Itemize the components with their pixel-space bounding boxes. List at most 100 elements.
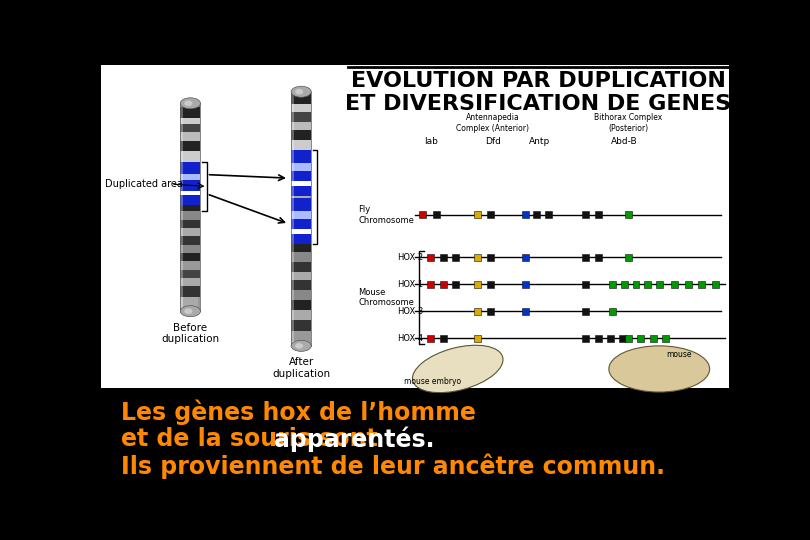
Bar (595, 212, 603, 218)
Bar (181, 191, 200, 195)
Bar (522, 281, 529, 288)
Bar (181, 245, 200, 253)
Bar (433, 212, 440, 218)
Bar (625, 254, 632, 261)
Bar (625, 335, 632, 342)
Bar (487, 281, 494, 288)
Bar (291, 252, 311, 262)
Bar (291, 92, 311, 346)
Bar (291, 150, 311, 163)
Bar (291, 272, 311, 280)
Bar (181, 161, 200, 174)
Bar (487, 308, 494, 315)
Text: Before
duplication: Before duplication (161, 323, 220, 345)
Bar (291, 219, 311, 229)
Bar (474, 335, 480, 342)
Bar (181, 151, 183, 161)
Bar (181, 253, 183, 261)
Bar (181, 269, 200, 278)
Bar (181, 261, 183, 269)
Bar (291, 272, 294, 280)
Bar (582, 254, 589, 261)
Ellipse shape (181, 306, 200, 316)
Text: lab: lab (424, 137, 437, 146)
Bar (582, 281, 589, 288)
Bar (181, 220, 183, 228)
Ellipse shape (291, 86, 311, 97)
Text: Fly
Chromosome: Fly Chromosome (359, 205, 415, 225)
Bar (181, 261, 200, 269)
Bar (711, 281, 718, 288)
Bar (181, 180, 200, 191)
Bar (291, 186, 311, 196)
Bar (474, 254, 480, 261)
Text: Antp: Antp (528, 137, 550, 146)
Bar (101, 65, 347, 388)
Text: After
duplication: After duplication (272, 357, 330, 379)
Text: apparentés.: apparentés. (274, 427, 434, 452)
Bar (181, 151, 200, 161)
Bar (181, 132, 200, 141)
Text: HOX-4: HOX-4 (397, 334, 423, 343)
Ellipse shape (185, 308, 193, 314)
Text: HOX-1: HOX-1 (397, 280, 423, 289)
Bar (291, 211, 294, 219)
Bar (181, 205, 183, 211)
Bar (181, 278, 183, 286)
Bar (291, 234, 294, 244)
Text: HOX-2: HOX-2 (397, 253, 423, 262)
Text: Antennapedia
Complex (Anterior): Antennapedia Complex (Anterior) (456, 113, 529, 132)
Bar (440, 281, 446, 288)
Bar (582, 212, 589, 218)
Bar (452, 254, 459, 261)
Bar (440, 254, 446, 261)
Text: mouse: mouse (666, 350, 692, 359)
Text: ET DIVERSIFICATION DE GENES: ET DIVERSIFICATION DE GENES (345, 94, 731, 114)
Bar (181, 237, 200, 245)
Bar (291, 280, 294, 290)
Bar (595, 335, 602, 342)
Bar (181, 228, 200, 237)
Bar (420, 212, 426, 218)
Bar (291, 112, 294, 122)
Ellipse shape (291, 340, 311, 352)
Ellipse shape (609, 346, 710, 392)
Bar (609, 308, 616, 315)
Bar (291, 310, 294, 320)
Bar (291, 163, 311, 171)
Bar (291, 181, 311, 186)
Bar (291, 290, 294, 300)
Bar (625, 212, 632, 218)
Bar (181, 124, 200, 132)
Bar (522, 308, 529, 315)
Bar (291, 104, 311, 112)
Bar (181, 286, 183, 296)
Ellipse shape (295, 89, 303, 94)
Bar (291, 181, 294, 186)
Bar (291, 186, 294, 196)
Bar (644, 281, 651, 288)
Ellipse shape (185, 100, 193, 106)
Bar (291, 104, 294, 112)
Bar (181, 118, 200, 124)
Bar (181, 118, 183, 124)
Bar (291, 330, 311, 341)
Bar (291, 140, 294, 150)
Bar (181, 103, 200, 311)
Bar (474, 212, 480, 218)
Bar (671, 281, 678, 288)
Bar (607, 335, 614, 342)
Bar (181, 278, 200, 286)
Bar (474, 281, 480, 288)
Bar (181, 245, 183, 253)
Bar (181, 141, 183, 151)
Bar (522, 254, 529, 261)
Bar (637, 335, 644, 342)
Text: Bithorax Complex
(Posterior): Bithorax Complex (Posterior) (594, 113, 663, 132)
Bar (427, 281, 434, 288)
Bar (291, 219, 294, 229)
Text: Mouse
Chromosome: Mouse Chromosome (359, 288, 415, 307)
Bar (452, 281, 459, 288)
Ellipse shape (181, 98, 200, 109)
Bar (291, 310, 311, 320)
